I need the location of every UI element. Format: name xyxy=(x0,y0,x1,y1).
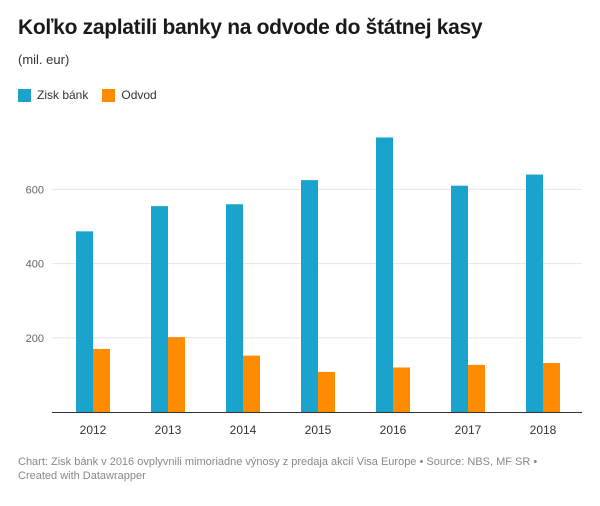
bar-zisk-2014 xyxy=(226,204,243,412)
x-tick-label: 2016 xyxy=(380,423,407,437)
x-tick-label: 2018 xyxy=(530,423,557,437)
x-tick-label: 2014 xyxy=(230,423,257,437)
bar-zisk-2015 xyxy=(301,180,318,412)
y-tick-label: 600 xyxy=(26,184,44,196)
x-tick-label: 2012 xyxy=(80,423,107,437)
y-tick-label: 200 xyxy=(26,333,44,345)
legend-swatch-zisk xyxy=(18,88,31,102)
chart-subtitle: (mil. eur) xyxy=(18,52,70,67)
legend-swatch-odvod xyxy=(102,88,116,102)
chart-footer: Chart: Zisk bánk v 2016 ovplyvnili mimor… xyxy=(18,456,538,482)
legend-label-odvod: Odvod xyxy=(121,88,157,102)
y-tick-label: 400 xyxy=(26,259,44,271)
legend: Zisk bánk Odvod xyxy=(18,88,171,102)
bar-odvod-2013 xyxy=(168,337,185,412)
legend-label-zisk: Zisk bánk xyxy=(37,88,89,102)
x-tick-label: 2015 xyxy=(305,423,332,437)
chart-title: Koľko zaplatili banky na odvode do štátn… xyxy=(18,16,483,39)
bar-zisk-2016 xyxy=(376,137,393,412)
bar-zisk-2017 xyxy=(451,185,468,412)
bar-zisk-2018 xyxy=(526,174,543,412)
bar-odvod-2012 xyxy=(93,348,110,412)
bar-odvod-2017 xyxy=(468,364,485,412)
legend-item-odvod: Odvod xyxy=(102,88,157,102)
bar-zisk-2013 xyxy=(151,206,168,412)
x-tick-label: 2017 xyxy=(455,423,482,437)
bar-chart: 200 400 600 2012 2013 2014 2015 2016 2017 2018 xyxy=(26,137,582,437)
legend-item-zisk: Zisk bánk xyxy=(18,88,88,102)
bar-odvod-2015 xyxy=(318,371,335,412)
bar-odvod-2016 xyxy=(393,367,410,412)
bar-odvod-2018 xyxy=(543,363,560,412)
bar-odvod-2014 xyxy=(243,355,260,412)
bar-zisk-2012 xyxy=(76,231,93,412)
x-tick-label: 2013 xyxy=(155,423,182,437)
